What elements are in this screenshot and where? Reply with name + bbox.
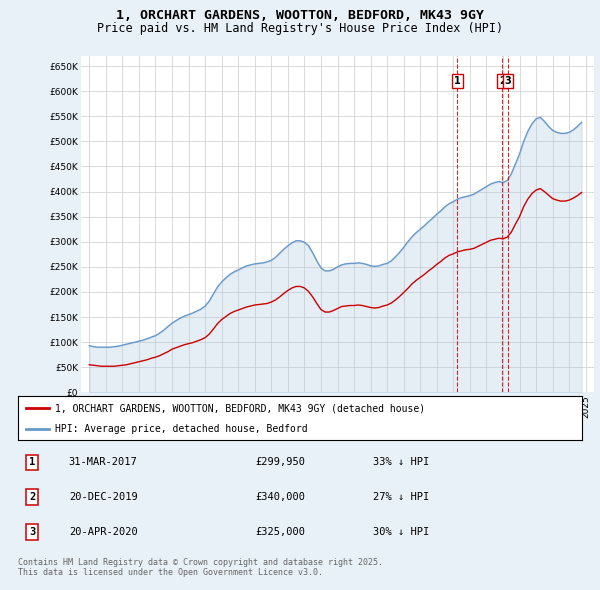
- Text: 1: 1: [454, 76, 461, 86]
- Text: £299,950: £299,950: [255, 457, 305, 467]
- Text: 27% ↓ HPI: 27% ↓ HPI: [373, 492, 430, 502]
- Text: 3: 3: [29, 527, 35, 537]
- Text: 1, ORCHART GARDENS, WOOTTON, BEDFORD, MK43 9GY (detached house): 1, ORCHART GARDENS, WOOTTON, BEDFORD, MK…: [55, 403, 425, 413]
- Text: 30% ↓ HPI: 30% ↓ HPI: [373, 527, 430, 537]
- Text: 2: 2: [29, 492, 35, 502]
- Text: £340,000: £340,000: [255, 492, 305, 502]
- Text: 2: 2: [499, 76, 506, 86]
- Text: 1, ORCHART GARDENS, WOOTTON, BEDFORD, MK43 9GY: 1, ORCHART GARDENS, WOOTTON, BEDFORD, MK…: [116, 9, 484, 22]
- Text: £325,000: £325,000: [255, 527, 305, 537]
- Text: Contains HM Land Registry data © Crown copyright and database right 2025.
This d: Contains HM Land Registry data © Crown c…: [18, 558, 383, 577]
- Text: 3: 3: [505, 76, 511, 86]
- Text: Price paid vs. HM Land Registry's House Price Index (HPI): Price paid vs. HM Land Registry's House …: [97, 22, 503, 35]
- Text: 33% ↓ HPI: 33% ↓ HPI: [373, 457, 430, 467]
- Text: 20-APR-2020: 20-APR-2020: [69, 527, 137, 537]
- Text: HPI: Average price, detached house, Bedford: HPI: Average price, detached house, Bedf…: [55, 424, 307, 434]
- Text: 31-MAR-2017: 31-MAR-2017: [69, 457, 137, 467]
- Text: 20-DEC-2019: 20-DEC-2019: [69, 492, 137, 502]
- Text: 1: 1: [29, 457, 35, 467]
